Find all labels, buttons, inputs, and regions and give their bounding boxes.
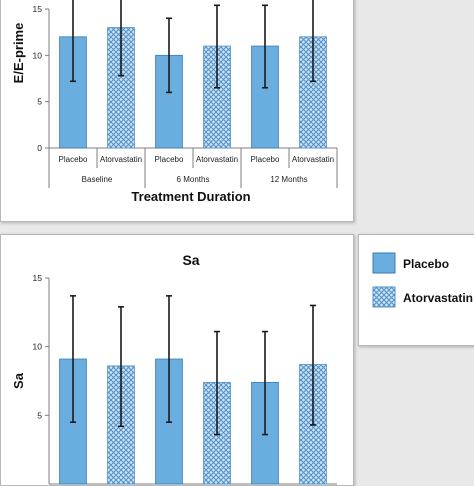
e-eprime-chart: 0 5 10 15 Placebo Atorvastatin Placebo Atorvas… <box>11 0 338 204</box>
sa-chart: 5 10 15 Sa Sa <box>11 252 337 485</box>
legend-label-atorvastatin: Atorvastatin <box>403 291 473 305</box>
category-label: Placebo <box>251 155 280 164</box>
legend-swatch-placebo <box>372 252 396 274</box>
category-label: Atorvastatin <box>292 155 334 164</box>
group-label: 6 Months <box>177 175 210 184</box>
legend-graphic: Placebo Atorvastatin <box>372 252 473 308</box>
group-label: Baseline <box>82 175 113 184</box>
x-axis-label: Treatment Duration <box>131 189 250 204</box>
y-tick-label: 0 <box>37 143 42 153</box>
category-label: Placebo <box>59 155 88 164</box>
legend-label-placebo: Placebo <box>403 257 449 271</box>
y-tick-label: 5 <box>37 97 42 107</box>
y-tick-label: 10 <box>33 50 43 60</box>
category-label: Placebo <box>155 155 184 164</box>
group-label: 12 Months <box>270 175 307 184</box>
y-tick-label: 5 <box>37 410 42 420</box>
y-tick-label: 15 <box>33 4 43 14</box>
y-tick-label: 15 <box>33 273 43 283</box>
y-tick-label: 10 <box>33 342 43 352</box>
category-label: Atorvastatin <box>100 155 142 164</box>
chart-title: Sa <box>182 252 199 268</box>
chart-panel-e-eprime: 0 5 10 15 Placebo Atorvastatin Placebo Atorvas… <box>0 0 354 222</box>
chart-panel-sa: 5 10 15 Sa Sa <box>0 234 354 486</box>
category-label: Atorvastatin <box>196 155 238 164</box>
legend-swatch-atorvastatin <box>372 286 396 308</box>
legend: Placebo Atorvastatin <box>358 234 474 346</box>
y-axis-label: Sa <box>11 372 26 389</box>
y-axis-label: E/E-prime <box>11 23 26 84</box>
